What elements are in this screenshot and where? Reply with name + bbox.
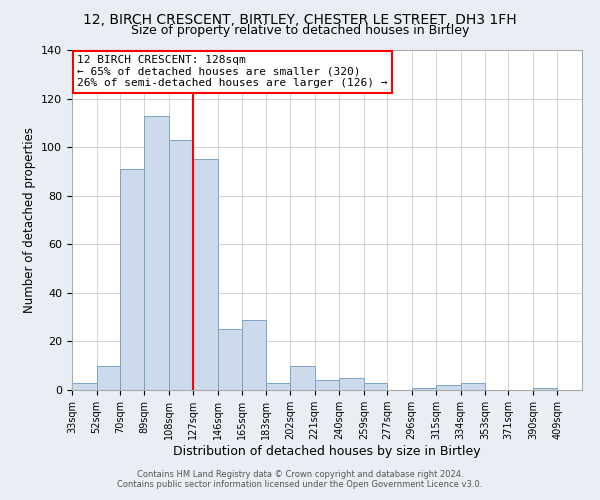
Bar: [412, 388, 436, 390]
Bar: [120, 169, 145, 390]
Bar: [533, 388, 557, 390]
Bar: [290, 366, 315, 390]
Bar: [97, 366, 120, 390]
Text: Contains HM Land Registry data © Crown copyright and database right 2024.
Contai: Contains HM Land Registry data © Crown c…: [118, 470, 482, 489]
Bar: [169, 140, 193, 390]
Bar: [266, 382, 290, 390]
Text: 12 BIRCH CRESCENT: 128sqm
← 65% of detached houses are smaller (320)
26% of semi: 12 BIRCH CRESCENT: 128sqm ← 65% of detac…: [77, 55, 388, 88]
Bar: [145, 116, 169, 390]
Bar: [218, 330, 242, 390]
Bar: [193, 160, 218, 390]
Bar: [364, 382, 387, 390]
Bar: [436, 385, 461, 390]
X-axis label: Distribution of detached houses by size in Birtley: Distribution of detached houses by size …: [173, 445, 481, 458]
Bar: [339, 378, 364, 390]
Bar: [461, 382, 485, 390]
Bar: [242, 320, 266, 390]
Text: 12, BIRCH CRESCENT, BIRTLEY, CHESTER LE STREET, DH3 1FH: 12, BIRCH CRESCENT, BIRTLEY, CHESTER LE …: [83, 12, 517, 26]
Bar: [315, 380, 339, 390]
Y-axis label: Number of detached properties: Number of detached properties: [23, 127, 35, 313]
Bar: [72, 382, 97, 390]
Text: Size of property relative to detached houses in Birtley: Size of property relative to detached ho…: [131, 24, 469, 37]
